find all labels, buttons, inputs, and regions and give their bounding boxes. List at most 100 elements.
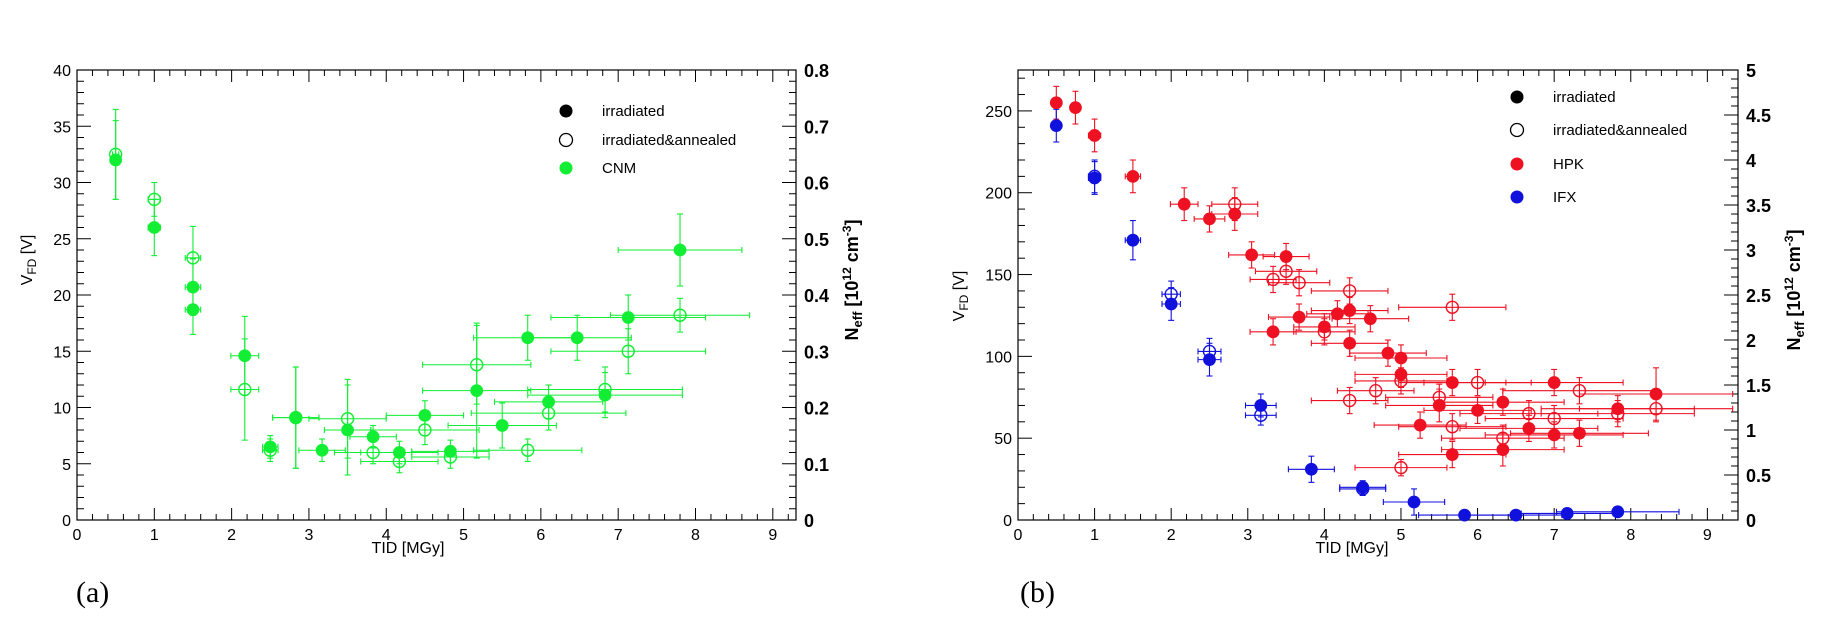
error-bar: [147, 181, 162, 217]
x-tick-label: 6: [1473, 527, 1482, 544]
data-point-irradiated: [1496, 395, 1510, 409]
data-point-irradiated: [366, 430, 380, 444]
data-point-annealed: [1317, 325, 1332, 339]
legend-marker-hpk: [1510, 157, 1524, 171]
data-point-annealed: [1266, 272, 1280, 287]
y2-tick-label: 4: [1746, 151, 1756, 171]
legend-marker-cnm: [559, 161, 573, 175]
data-point-irradiated: [1279, 250, 1293, 263]
data-points-a: [108, 147, 687, 469]
x-tick-label: 9: [1703, 527, 1712, 544]
x-tick-label: 9: [768, 527, 777, 544]
legend-label-annealed-b: irradiated&annealed: [1553, 122, 1687, 139]
y2-tick-label: 0: [1746, 511, 1756, 531]
data-point-irradiated: [1304, 462, 1318, 476]
data-point-irradiated: [1458, 508, 1471, 522]
data-point-annealed: [521, 443, 535, 457]
y2-tick-label: 0.3: [804, 342, 829, 362]
data-point-annealed: [1445, 300, 1459, 314]
data-point-irradiated: [1381, 346, 1395, 360]
x-tick-label: 5: [1397, 527, 1406, 544]
y2-tick-label: 2.5: [1746, 286, 1771, 306]
y-tick-label: 30: [53, 176, 71, 193]
error-bar: [1398, 293, 1507, 321]
data-point-irradiated: [673, 243, 687, 257]
legend-marker-irradiated-b: [1510, 90, 1524, 104]
data-point-annealed: [1342, 284, 1357, 298]
data-point-irradiated: [1164, 297, 1178, 311]
data-point-irradiated: [1611, 505, 1625, 519]
y-tick-label: 25: [53, 232, 71, 249]
data-point-annealed: [1432, 390, 1446, 404]
legend-label-hpk: HPK: [1553, 156, 1584, 173]
data-point-annealed: [1254, 408, 1268, 422]
data-point-irradiated: [341, 423, 354, 437]
error-bar: [1423, 368, 1532, 397]
data-point-irradiated: [1049, 96, 1063, 110]
x-tick-label: 1: [1090, 527, 1099, 544]
y2-axis-label-a: Neff [1012 cm-3]: [840, 220, 865, 341]
y-tick-label: 150: [985, 268, 1012, 285]
y-tick-label: 10: [53, 401, 71, 418]
y2-tick-label: 0.7: [804, 117, 829, 137]
y2-tick-label: 0.4: [804, 286, 829, 306]
data-point-irradiated: [1049, 119, 1063, 133]
y2-tick-label: 0.2: [804, 399, 829, 419]
data-point-annealed: [1649, 402, 1663, 416]
x-tick-label: 5: [459, 527, 468, 544]
x-tick-label: 0: [1014, 527, 1023, 544]
data-point-irradiated: [1445, 376, 1459, 389]
data-point-irradiated: [1471, 403, 1484, 417]
data-point-annealed: [238, 382, 252, 397]
data-point-annealed: [340, 412, 355, 426]
data-point-irradiated: [1573, 426, 1586, 440]
data-point-annealed: [1355, 482, 1370, 496]
y2-axis-label-b: Neff [1012 cm-3]: [1782, 230, 1807, 351]
y2-tick-label: 5: [1746, 61, 1756, 81]
legend-label-ifx: IFX: [1553, 189, 1576, 206]
y2-tick-label: 0: [804, 511, 814, 531]
data-point-annealed: [1342, 393, 1357, 408]
error-bar: [1502, 377, 1657, 405]
data-point-irradiated: [521, 331, 535, 345]
x-tick-label: 4: [382, 527, 391, 544]
y2-tick-label: 4.5: [1746, 106, 1771, 126]
data-point-annealed: [1445, 420, 1459, 434]
legend-label-annealed-a: irradiated&annealed: [602, 132, 736, 149]
x-tick-label: 2: [227, 527, 236, 544]
x-tick-label: 0: [73, 527, 82, 544]
legend-marker-ifx: [1510, 190, 1524, 204]
data-point-irradiated: [1413, 418, 1427, 432]
data-point-annealed: [1087, 169, 1102, 184]
x-axis-label-a: TID [MGy]: [372, 540, 445, 557]
data-point-annealed: [1202, 344, 1217, 359]
data-point-annealed: [1470, 375, 1485, 390]
y-axis-label-a: VFD [V]: [19, 235, 39, 286]
data-point-irradiated: [1547, 376, 1561, 389]
data-point-irradiated: [315, 443, 329, 457]
data-point-irradiated: [570, 331, 584, 345]
data-point-annealed: [1572, 384, 1587, 398]
data-point-irradiated: [1126, 233, 1140, 247]
y-tick-label: 0: [62, 513, 71, 530]
y-tick-label: 100: [985, 349, 1012, 366]
y-tick-label: 40: [53, 63, 71, 80]
data-point-irradiated: [263, 440, 277, 454]
data-point-irradiated: [1069, 101, 1082, 115]
data-point-annealed: [289, 410, 303, 425]
data-point-irradiated: [1292, 310, 1306, 324]
data-point-annealed: [621, 344, 635, 358]
y2-tick-label: 2: [1746, 331, 1756, 351]
data-point-annealed: [392, 454, 407, 469]
data-point-annealed: [1547, 411, 1561, 426]
data-point-annealed: [418, 423, 432, 437]
x-tick-label: 6: [536, 527, 545, 544]
y2-tick-label: 1: [1746, 421, 1756, 441]
data-point-annealed: [1611, 406, 1625, 421]
data-points-b: [1049, 96, 1663, 522]
data-point-irradiated: [1509, 508, 1523, 522]
x-tick-label: 8: [691, 527, 700, 544]
legend-marker-annealed-a: [558, 132, 574, 148]
x-tick-label: 8: [1626, 527, 1635, 544]
